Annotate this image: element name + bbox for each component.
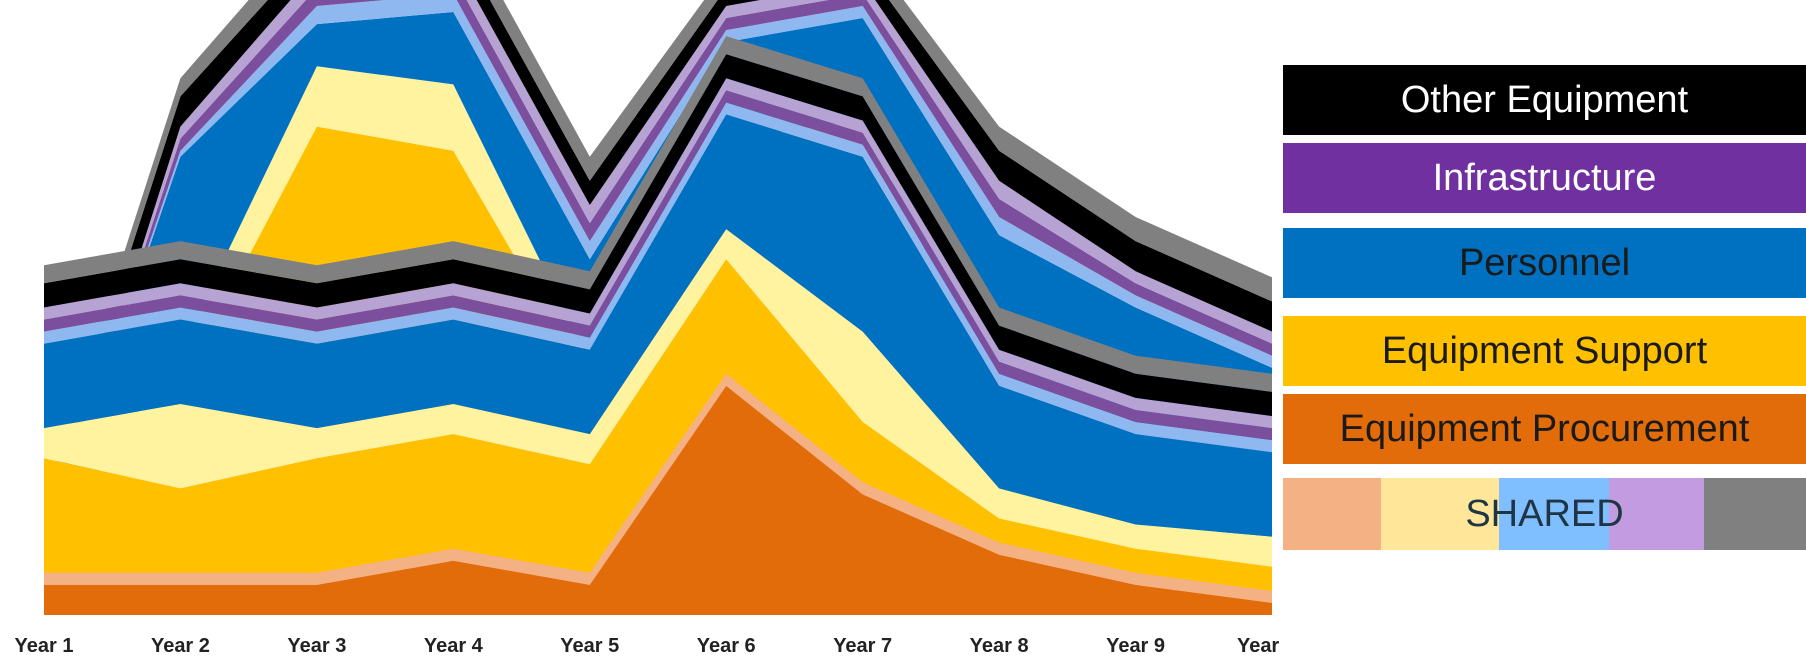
legend-label: Other Equipment: [1400, 78, 1689, 121]
x-tick-label: Year 1: [15, 635, 74, 657]
x-tick-label: Year 8: [970, 635, 1029, 657]
legend-label: Equipment Procurement: [1339, 407, 1750, 450]
x-tick-label: Year 5: [560, 635, 619, 657]
front-area-layers: [44, 36, 1272, 615]
legend-label: Equipment Support: [1381, 329, 1708, 372]
back-area-series-2: [44, 126, 1272, 597]
x-tick-label: Year 4: [424, 635, 484, 657]
front-area-series-3: [44, 259, 1272, 591]
front-area-series-5: [44, 114, 1272, 537]
front-area-series-4: [44, 229, 1272, 567]
legend-equipment-support: Equipment Support: [1283, 316, 1806, 386]
shared-swatch-segment: [1704, 478, 1806, 550]
x-tick-label: Year 6: [697, 635, 756, 657]
legend-personnel: Personnel: [1283, 228, 1806, 298]
legend-other-equipment: Other Equipment: [1283, 65, 1806, 135]
legend-label: SHARED: [1465, 492, 1624, 535]
front-area-series-9: [44, 54, 1272, 416]
legend-label: Infrastructure: [1432, 156, 1657, 199]
shared-swatch-segment: [1381, 478, 1499, 550]
back-area-series-7: [44, 0, 1272, 555]
x-tick-label: Year 9: [1106, 635, 1165, 657]
legend-shared: SHARED: [1283, 478, 1806, 550]
shared-swatch-segment: [1283, 478, 1381, 550]
legend-label: Personnel: [1458, 241, 1631, 284]
shared-swatch-segment: [1609, 478, 1704, 550]
legend-equipment-procurement: Equipment Procurement: [1283, 394, 1806, 464]
legend-infrastructure: Infrastructure: [1283, 143, 1806, 213]
shared-swatch-segment: [1499, 478, 1609, 550]
stacked-area-chart: Year 1 Year 2 Year 3 Year 4 Year 5 Year 6 Year…: [15, 0, 1283, 657]
x-tick-label: Year 3: [287, 635, 346, 657]
x-tick-label: Year 2: [151, 635, 210, 657]
front-area-series-2: [44, 373, 1272, 603]
x-tick-label: Year 7: [833, 635, 892, 657]
x-tick-label: Year 10: [1237, 635, 1283, 657]
x-axis-tick-labels: Year 1 Year 2 Year 3 Year 4 Year 5 Year 6 Year…: [15, 635, 1283, 657]
front-area-series-1: [44, 385, 1272, 615]
